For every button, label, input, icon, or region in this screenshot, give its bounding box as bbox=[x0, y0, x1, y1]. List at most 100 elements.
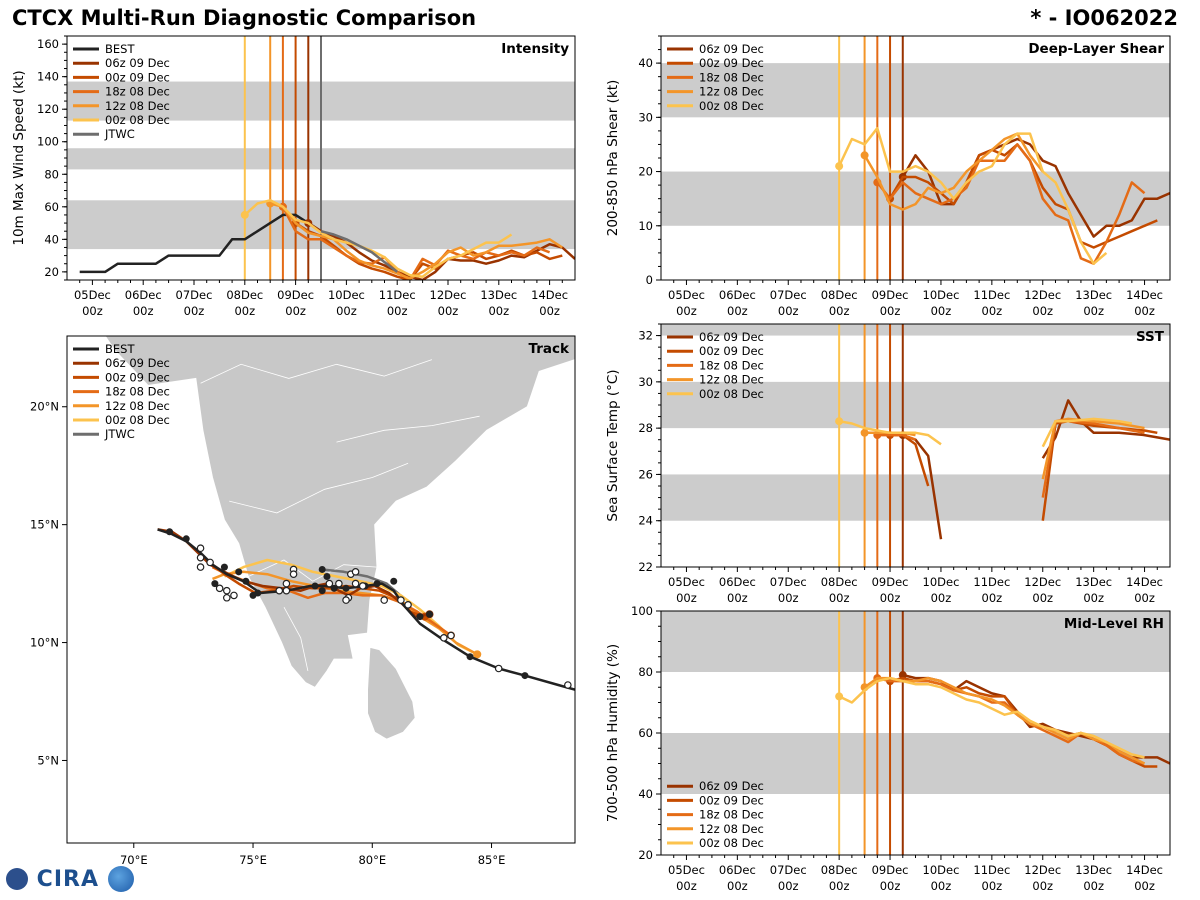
sst-xtick-label: 00z bbox=[829, 591, 850, 605]
intensity-legend-label-12z-08-dec: 12z 08 Dec bbox=[105, 99, 170, 113]
track-legend-label-12z-08-dec: 12z 08 Dec bbox=[105, 399, 170, 413]
track-xtick-label: 80°E bbox=[358, 853, 386, 867]
track-legend-label-06z-09-dec: 06z 09 Dec bbox=[105, 356, 170, 370]
track-marker-hollow bbox=[351, 568, 360, 576]
shear-xtick-label: 08Dec bbox=[821, 288, 858, 302]
track-legend-label-jtwc: JTWC bbox=[104, 427, 135, 441]
track-marker-filled bbox=[182, 535, 190, 543]
rh-legend-label-00z-08-dec: 00z 08 Dec bbox=[699, 836, 764, 850]
shear-xtick-label: 11Dec bbox=[973, 288, 1010, 302]
rh-band-1 bbox=[661, 611, 1170, 672]
track-12z-08-dec bbox=[212, 570, 478, 656]
rh-xtick-label: 00z bbox=[1134, 879, 1155, 893]
track-legend-label-00z-08-dec: 00z 08 Dec bbox=[105, 413, 170, 427]
sst-xtick-label: 05Dec bbox=[668, 575, 705, 589]
shear-ytick-label: 0 bbox=[646, 273, 653, 287]
track-plot-area bbox=[104, 336, 575, 740]
shear-legend-label-00z-09-dec: 00z 09 Dec bbox=[699, 56, 764, 70]
shear-xtick-label: 00z bbox=[880, 304, 901, 318]
track-marker-hollow bbox=[440, 634, 448, 642]
intensity-ytick-label: 160 bbox=[37, 37, 59, 51]
intensity-xtick-label: 12Dec bbox=[430, 288, 467, 302]
shear-xtick-label: 05Dec bbox=[668, 288, 705, 302]
sst-legend-label-12z-08-dec: 12z 08 Dec bbox=[699, 373, 764, 387]
sst-ytick-label: 28 bbox=[638, 421, 653, 435]
track-marker-hollow bbox=[325, 579, 334, 588]
intensity-xtick-label: 13Dec bbox=[480, 288, 517, 302]
cira-logo-globe-icon bbox=[6, 868, 28, 890]
sst-band-0 bbox=[661, 474, 1170, 521]
track-marker-filled bbox=[235, 568, 243, 576]
intensity-xtick-label: 10Dec bbox=[328, 288, 365, 302]
shear-band-0 bbox=[661, 171, 1170, 226]
intensity-xtick-label: 00z bbox=[184, 304, 205, 318]
intensity-xtick-label: 06Dec bbox=[125, 288, 162, 302]
sst-legend-label-00z-08-dec: 00z 08 Dec bbox=[699, 387, 764, 401]
sst-start-marker-00z-08-dec bbox=[835, 417, 844, 426]
intensity-xtick-label: 08Dec bbox=[226, 288, 263, 302]
track-marker-hollow bbox=[206, 558, 214, 567]
track-marker-hollow bbox=[564, 681, 572, 689]
sst-series-00z-08-dec-1 bbox=[1041, 417, 1133, 448]
intensity-start-marker-00z-08-dec bbox=[240, 210, 249, 219]
track-xtick-label: 85°E bbox=[478, 853, 506, 867]
track-ytick-label: 15°N bbox=[30, 518, 59, 532]
track-marker-hollow bbox=[380, 596, 389, 604]
track-marker-hollow bbox=[397, 596, 405, 604]
intensity-ytick-label: 140 bbox=[37, 70, 59, 84]
shear-legend-label-18z-08-dec: 18z 08 Dec bbox=[699, 70, 764, 84]
intensity-legend-label-best: BEST bbox=[105, 42, 135, 56]
state-border-2 bbox=[248, 559, 378, 582]
shear-legend-label-00z-08-dec: 00z 08 Dec bbox=[699, 99, 764, 113]
shear-xtick-label: 06Dec bbox=[719, 288, 756, 302]
track-marker-hollow bbox=[335, 579, 343, 588]
sst-xtick-label: 09Dec bbox=[872, 575, 909, 589]
track-marker-hollow bbox=[282, 579, 291, 588]
intensity-plot-area bbox=[67, 36, 575, 280]
shear-title: Deep-Layer Shear bbox=[1028, 41, 1164, 57]
sst-xtick-label: 00z bbox=[778, 591, 799, 605]
sst-ytick-label: 24 bbox=[638, 514, 653, 528]
track-marker-filled bbox=[390, 577, 398, 585]
track-marker-filled bbox=[521, 672, 529, 680]
rh-xtick-label: 10Dec bbox=[923, 863, 960, 877]
rh-panel: 20 40 60 80 100 05Dec 00z 06Dec 00z 07Dec 00z 08Dec… bbox=[605, 604, 1171, 893]
shear-xtick-label: 00z bbox=[1134, 304, 1155, 318]
shear-ytick-label: 10 bbox=[638, 219, 653, 233]
india-landmass bbox=[104, 336, 575, 689]
intensity-xtick-label: 11Dec bbox=[379, 288, 416, 302]
intensity-xtick-label: 00z bbox=[133, 304, 154, 318]
intensity-ytick-label: 120 bbox=[37, 102, 59, 116]
sst-panel: 22 24 26 28 30 32 05Dec 00z 06Dec 00z 07Dec 00z 08De… bbox=[605, 323, 1171, 605]
intensity-ytick-label: 40 bbox=[44, 232, 59, 246]
shear-xtick-label: 00z bbox=[982, 304, 1003, 318]
intensity-xtick-label: 09Dec bbox=[277, 288, 314, 302]
track-marker-filled bbox=[373, 580, 381, 588]
state-border-1 bbox=[229, 462, 409, 514]
rh-xtick-label: 00z bbox=[1083, 879, 1104, 893]
rh-legend-label-00z-09-dec: 00z 09 Dec bbox=[699, 793, 764, 807]
intensity-ylabel: 10m Max Wind Speed (kt) bbox=[11, 70, 27, 245]
track-panel: 70°E 75°E 80°E 85°E 5°N 10°N 15°N 20°N Track BEST… bbox=[30, 335, 576, 867]
cira-logo-text: CIRA bbox=[36, 867, 99, 892]
sst-ylabel: Sea Surface Temp (°C) bbox=[605, 369, 621, 521]
rh-legend-label-12z-08-dec: 12z 08 Dec bbox=[699, 822, 764, 836]
shear-start-marker-12z-08-dec bbox=[860, 151, 869, 160]
shear-xtick-label: 00z bbox=[1032, 304, 1053, 318]
shear-plot-area bbox=[661, 36, 1170, 280]
rh-xtick-label: 07Dec bbox=[770, 863, 807, 877]
rh-ytick-label: 20 bbox=[638, 848, 653, 862]
rh-ytick-label: 80 bbox=[638, 665, 653, 679]
track-xtick-label: 70°E bbox=[120, 853, 148, 867]
shear-xtick-label: 09Dec bbox=[872, 288, 909, 302]
intensity-xtick-label: 14Dec bbox=[531, 288, 568, 302]
state-border-0 bbox=[200, 359, 433, 384]
intensity-xtick-label: 00z bbox=[438, 304, 459, 318]
sst-xtick-label: 00z bbox=[880, 591, 901, 605]
shear-series-12z-08-dec bbox=[863, 132, 1044, 211]
rh-xtick-label: 00z bbox=[931, 879, 952, 893]
track-marker-hollow bbox=[275, 586, 284, 595]
rh-xtick-label: 00z bbox=[982, 879, 1003, 893]
